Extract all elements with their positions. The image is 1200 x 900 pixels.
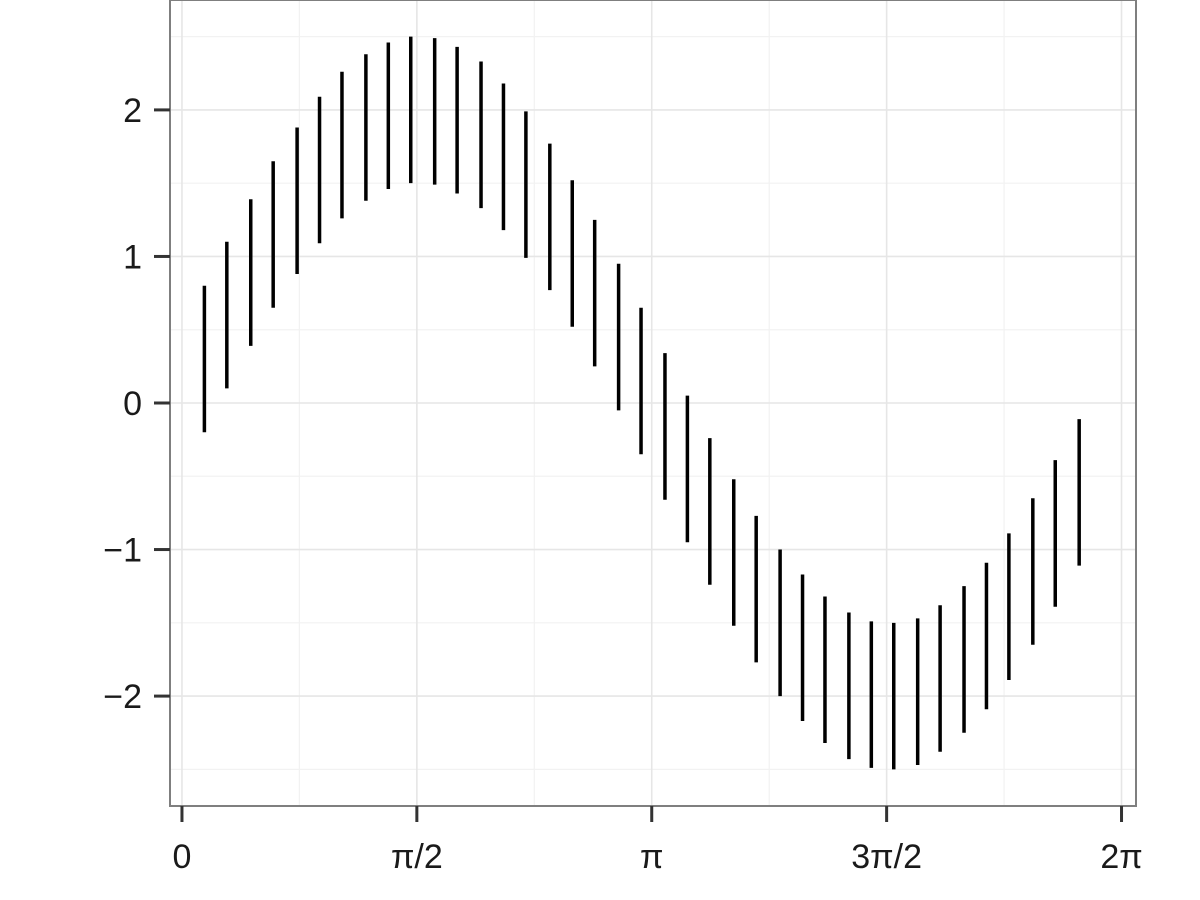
x-axis: 0 π/2 π 3π/2 2π bbox=[173, 806, 1143, 876]
error-bars bbox=[202, 36, 1081, 770]
y-tick-label: 2 bbox=[123, 92, 142, 130]
y-tick-label: 0 bbox=[123, 385, 142, 423]
x-tick-label: π/2 bbox=[391, 838, 443, 876]
y-tick-label: −1 bbox=[103, 532, 142, 570]
x-tick-label: 3π/2 bbox=[851, 838, 922, 876]
x-tick-label: 0 bbox=[173, 838, 192, 876]
y-tick-label: 1 bbox=[123, 238, 142, 276]
y-tick-label: −2 bbox=[103, 678, 142, 716]
x-tick-label: 2π bbox=[1100, 838, 1142, 876]
grid bbox=[170, 0, 1136, 806]
y-axis: −2 −1 0 1 2 bbox=[103, 92, 170, 716]
x-tick-label: π bbox=[640, 838, 663, 876]
